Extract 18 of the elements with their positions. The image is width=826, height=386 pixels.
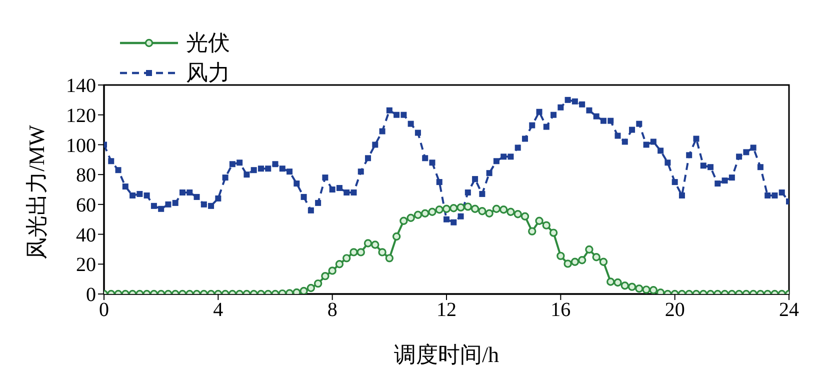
y-tick-label: 0 [86,284,96,306]
y-tick-label: 100 [66,134,96,157]
x-tick-label: 4 [213,299,224,322]
y-tick-label: 120 [66,104,96,127]
y-tick-label: 140 [66,75,96,98]
y-tick-label: 40 [76,224,96,246]
y-tick-label: 20 [76,254,96,276]
y-tick-label: 80 [76,164,96,187]
legend-label: 光伏 [186,29,230,57]
x-tick-label: 8 [327,299,338,322]
y-axis-title: 风光出力/MW [24,124,49,260]
x-tick-label: 16 [550,299,571,322]
legend-label: 风力 [186,59,230,87]
x-tick-label: 12 [436,299,456,322]
x-axis-title: 调度时间/h [394,342,500,367]
y-tick-label: 60 [76,194,96,217]
x-tick-label: 20 [664,299,685,322]
x-tick-label: 24 [779,299,799,322]
